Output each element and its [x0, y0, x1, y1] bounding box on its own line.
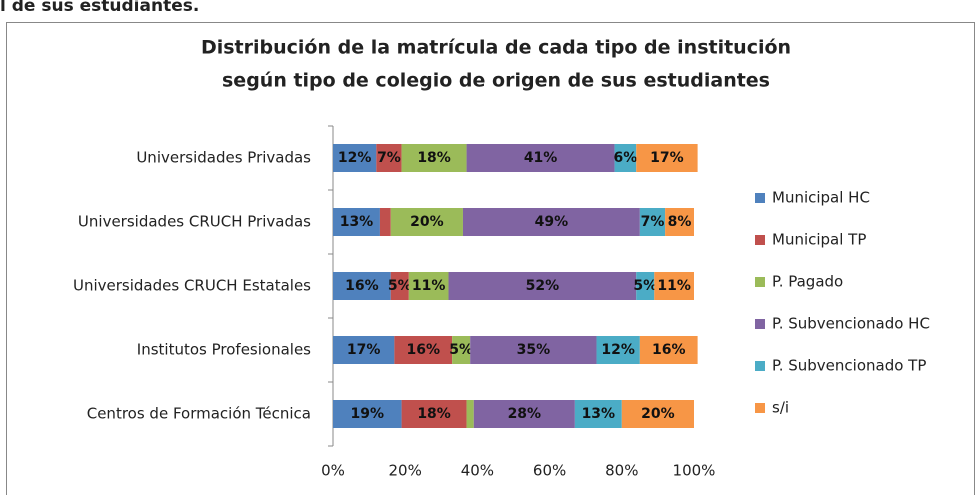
data-label: 12% — [338, 150, 372, 166]
bar-segment — [333, 336, 395, 364]
bar-segment — [333, 400, 402, 428]
legend-label: Municipal TP — [772, 231, 866, 249]
data-label: 49% — [535, 214, 569, 230]
data-label: 5% — [633, 278, 657, 294]
legend-swatch — [755, 319, 765, 329]
x-tick-label: 40% — [461, 462, 494, 480]
data-label: 20% — [410, 214, 444, 230]
data-label: 18% — [417, 150, 451, 166]
bar-segment — [466, 400, 474, 428]
data-label: 18% — [417, 406, 451, 422]
category-label: Centros de Formación Técnica — [87, 405, 311, 423]
bar-segment — [333, 144, 377, 172]
bar-segment — [473, 400, 575, 428]
bar-segment — [654, 272, 694, 300]
bar-segment — [408, 272, 449, 300]
legend-label: P. Pagado — [772, 273, 843, 291]
bar-segment — [448, 272, 637, 300]
bar-segment — [665, 208, 694, 236]
bar-segment — [462, 208, 640, 236]
bar-segment — [390, 208, 463, 236]
bar-segment — [379, 208, 391, 236]
legend-label: Municipal HC — [772, 189, 870, 207]
data-label: 13% — [582, 406, 616, 422]
category-label: Universidades Privadas — [136, 149, 311, 167]
chart-title: según tipo de colegio de origen de sus e… — [222, 70, 770, 92]
bar-segment — [466, 144, 615, 172]
category-label: Institutos Profesionales — [137, 341, 311, 359]
data-label: 19% — [351, 406, 385, 422]
legend-swatch — [755, 235, 765, 245]
data-label: 7% — [641, 214, 665, 230]
bar-segment — [614, 144, 637, 172]
data-label: 11% — [657, 278, 691, 294]
bar-segment — [394, 336, 453, 364]
category-label: Universidades CRUCH Privadas — [78, 213, 311, 231]
category-label: Universidades CRUCH Estatales — [73, 277, 311, 295]
data-label: 16% — [652, 342, 686, 358]
data-label: 17% — [650, 150, 684, 166]
bar-segment — [333, 208, 380, 236]
legend-label: P. Subvencionado TP — [772, 357, 926, 375]
data-label: 16% — [406, 342, 440, 358]
bar-segment — [574, 400, 622, 428]
bar-segment — [452, 336, 471, 364]
legend-swatch — [755, 361, 765, 371]
data-label: 16% — [345, 278, 379, 294]
chart-title: Distribución de la matrícula de cada tip… — [201, 37, 791, 59]
x-tick-label: 60% — [533, 462, 566, 480]
data-label: 20% — [641, 406, 675, 422]
data-label: 41% — [524, 150, 558, 166]
legend-swatch — [755, 403, 765, 413]
bar-segment — [639, 208, 666, 236]
bar-segment — [621, 400, 694, 428]
data-label: 52% — [526, 278, 560, 294]
data-label: 28% — [508, 406, 542, 422]
legend-label: P. Subvencionado HC — [772, 315, 930, 333]
bar-segment — [401, 144, 467, 172]
bar-segment — [376, 144, 402, 172]
data-label: 6% — [614, 150, 638, 166]
legend-swatch — [755, 193, 765, 203]
data-label: 5% — [449, 342, 473, 358]
x-tick-label: 100% — [673, 462, 716, 480]
data-label: 11% — [412, 278, 446, 294]
data-label: 12% — [601, 342, 635, 358]
bar-segment — [636, 144, 698, 172]
bar-segment — [639, 336, 698, 364]
x-tick-label: 0% — [321, 462, 345, 480]
data-label: 13% — [340, 214, 374, 230]
data-label: 17% — [347, 342, 381, 358]
data-label: 7% — [377, 150, 401, 166]
bar-segment — [636, 272, 655, 300]
bar-segment — [401, 400, 467, 428]
data-label: 5% — [388, 278, 412, 294]
x-tick-label: 20% — [389, 462, 422, 480]
bar-segment — [596, 336, 640, 364]
bar-segment — [470, 336, 597, 364]
legend-label: s/i — [772, 399, 789, 417]
x-tick-label: 80% — [605, 462, 638, 480]
bar-segment — [333, 272, 391, 300]
data-label: 35% — [517, 342, 551, 358]
legend-swatch — [755, 277, 765, 287]
page-fragment: l de sus estudiantes. — [0, 0, 199, 16]
bar-segment — [390, 272, 409, 300]
data-label: 8% — [668, 214, 692, 230]
